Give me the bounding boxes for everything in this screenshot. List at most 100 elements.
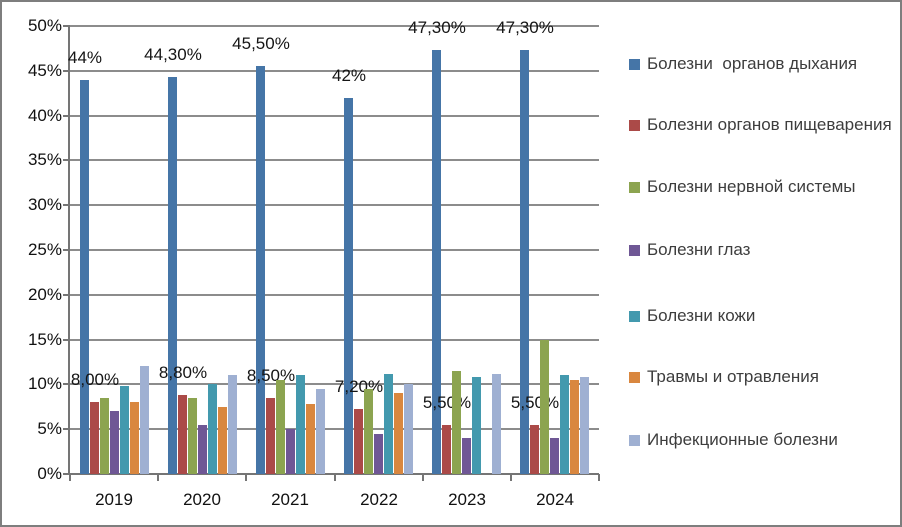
bar-skin-2021	[296, 375, 305, 474]
bar-skin-2023	[472, 377, 481, 474]
bar-nervous-2019	[100, 398, 109, 474]
y-tick-label: 40%	[27, 106, 62, 125]
y-tick-label: 30%	[27, 195, 62, 214]
bar-respiratory-2024	[520, 50, 529, 474]
y-axis-tick	[63, 70, 70, 72]
legend-label: Болезни органов пищеварения	[647, 115, 892, 134]
bar-nervous-2023	[452, 371, 461, 474]
data-label-respiratory-2022: 42%	[331, 66, 367, 85]
bar-injuries-2024	[570, 380, 579, 474]
bar-eye-2020	[198, 425, 207, 474]
legend-item-respiratory: Болезни органов дыхания	[629, 53, 897, 75]
y-axis-tick	[63, 204, 70, 206]
bar-infectious-2021	[316, 389, 325, 474]
bar-infectious-2019	[140, 366, 149, 474]
bar-eye-2021	[286, 429, 295, 474]
legend-item-skin: Болезни кожи	[629, 305, 897, 327]
y-axis-tick	[63, 428, 70, 430]
legend-label: Болезни глаз	[647, 240, 751, 259]
data-label-digestive-2020: 8,80%	[158, 363, 208, 382]
y-tick-label: 25%	[27, 240, 62, 259]
bar-skin-2022	[384, 374, 393, 474]
y-axis-tick	[63, 115, 70, 117]
data-label-respiratory-2020: 44,30%	[144, 45, 202, 64]
x-axis-label: 2022	[360, 490, 398, 509]
bar-injuries-2019	[130, 402, 139, 474]
legend-label: Инфекционные болезни	[647, 430, 838, 449]
y-tick-label: 10%	[27, 374, 62, 393]
bar-skin-2020	[208, 384, 217, 474]
bar-nervous-2022	[364, 389, 373, 474]
bar-digestive-2023	[442, 425, 451, 474]
bar-injuries-2021	[306, 404, 315, 474]
y-tick-label: 35%	[27, 150, 62, 169]
data-label-respiratory-2023: 47,30%	[408, 18, 466, 37]
y-axis-tick	[63, 383, 70, 385]
y-axis-tick	[63, 249, 70, 251]
x-axis-line	[68, 473, 599, 475]
bar-digestive-2020	[178, 395, 187, 474]
y-axis-tick	[63, 339, 70, 341]
legend-item-digestive: Болезни органов пищеварения	[629, 114, 897, 136]
legend-label: Болезни органов дыхания	[647, 54, 858, 73]
y-tick-label: 5%	[37, 419, 62, 438]
y-axis-tick	[63, 473, 70, 475]
legend-item-nervous: Болезни нервной системы	[629, 176, 897, 198]
gridline	[70, 294, 599, 296]
bar-nervous-2020	[188, 398, 197, 474]
legend-swatch-respiratory	[629, 59, 640, 70]
y-tick-label: 45%	[27, 61, 62, 80]
legend-label: Болезни нервной системы	[647, 177, 856, 196]
y-tick-label: 20%	[27, 285, 62, 304]
legend-item-eye: Болезни глаз	[629, 239, 897, 261]
bar-digestive-2019	[90, 402, 99, 474]
bar-infectious-2023	[492, 374, 501, 474]
bar-skin-2024	[560, 375, 569, 474]
gridline	[70, 159, 599, 161]
gridline	[70, 25, 599, 27]
y-axis-tick	[63, 159, 70, 161]
x-axis-tick	[157, 474, 159, 481]
legend-item-injuries: Травмы и отравления	[629, 366, 897, 388]
legend-label: Травмы и отравления	[647, 367, 819, 386]
x-axis-tick	[422, 474, 424, 481]
data-label-respiratory-2021: 45,50%	[232, 34, 290, 53]
x-axis-label: 2019	[95, 490, 133, 509]
bar-eye-2019	[110, 411, 119, 474]
data-label-respiratory-2019: 44%	[67, 48, 103, 67]
legend-swatch-nervous	[629, 182, 640, 193]
data-label-digestive-2019: 8,00%	[70, 370, 120, 389]
bar-respiratory-2023	[432, 50, 441, 474]
x-axis-tick	[598, 474, 600, 481]
x-axis-label: 2024	[536, 490, 574, 509]
legend-swatch-injuries	[629, 372, 640, 383]
bar-nervous-2021	[276, 380, 285, 474]
bar-nervous-2024	[540, 340, 549, 474]
bar-eye-2022	[374, 434, 383, 474]
y-tick-label: 0%	[37, 464, 62, 483]
gridline	[70, 204, 599, 206]
gridline	[70, 383, 599, 385]
x-axis-label: 2020	[183, 490, 221, 509]
y-tick-label: 15%	[27, 330, 62, 349]
gridline	[70, 70, 599, 72]
bar-skin-2019	[120, 386, 129, 474]
gridline	[70, 249, 599, 251]
gridline	[70, 428, 599, 430]
legend-swatch-skin	[629, 311, 640, 322]
x-axis-label: 2021	[271, 490, 309, 509]
bar-infectious-2022	[404, 384, 413, 474]
bar-eye-2023	[462, 438, 471, 474]
bar-respiratory-2020	[168, 77, 177, 474]
legend-item-infectious: Инфекционные болезни	[629, 429, 897, 451]
bar-infectious-2024	[580, 377, 589, 474]
x-axis-tick	[245, 474, 247, 481]
gridline	[70, 115, 599, 117]
y-tick-label: 50%	[27, 16, 62, 35]
bar-injuries-2020	[218, 407, 227, 474]
x-axis-tick	[334, 474, 336, 481]
gridline	[70, 339, 599, 341]
legend-swatch-eye	[629, 245, 640, 256]
